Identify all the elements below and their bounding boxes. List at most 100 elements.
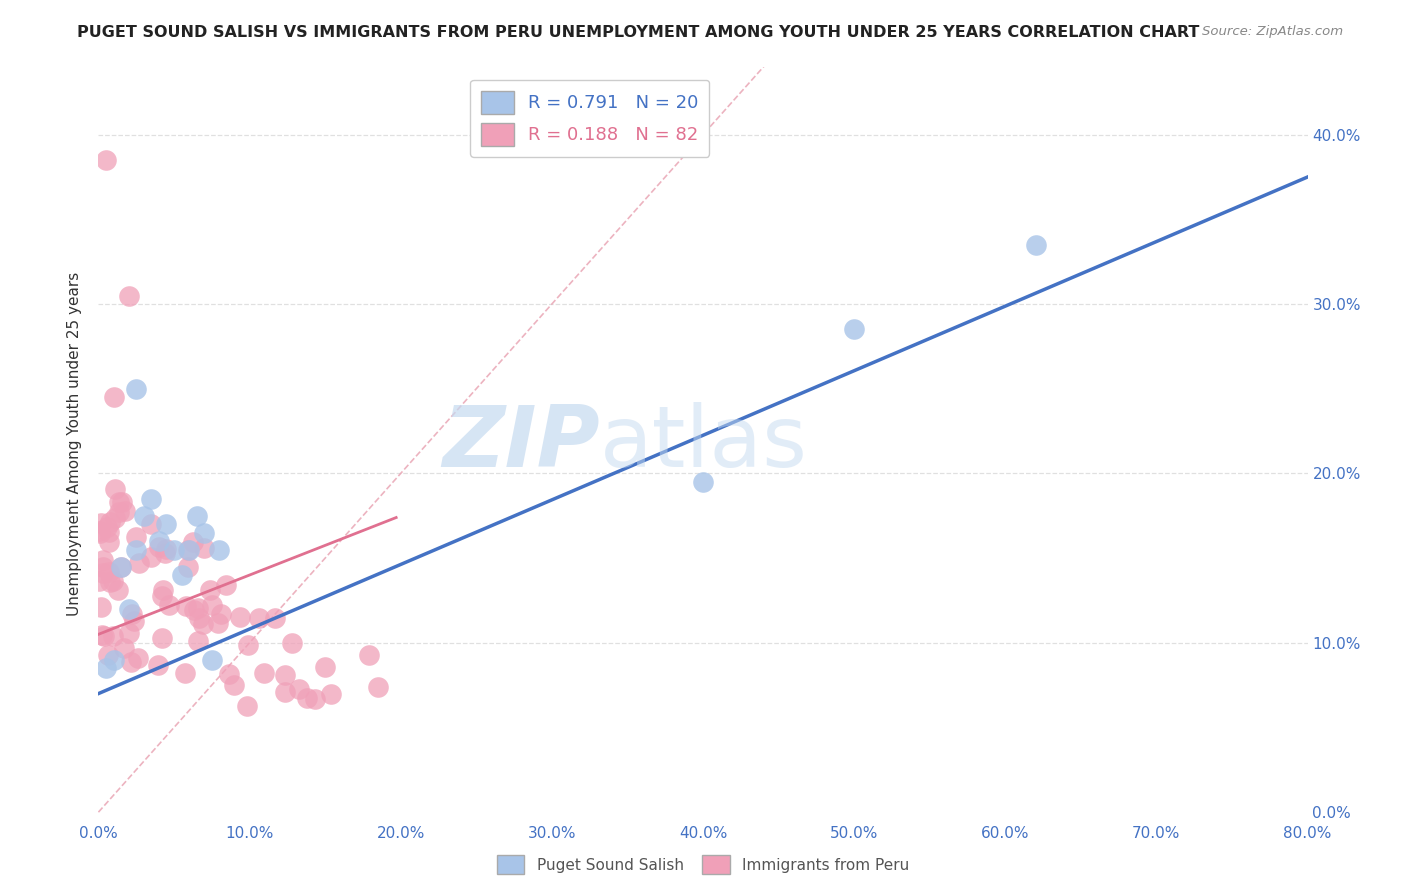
Point bbox=[118, 602, 141, 616]
Point bbox=[264, 611, 287, 625]
Point bbox=[125, 382, 148, 396]
Point bbox=[150, 631, 173, 645]
Point bbox=[90, 599, 112, 614]
Point bbox=[274, 668, 297, 682]
Point bbox=[91, 560, 114, 574]
Text: PUGET SOUND SALISH VS IMMIGRANTS FROM PERU UNEMPLOYMENT AMONG YOUTH UNDER 25 YEA: PUGET SOUND SALISH VS IMMIGRANTS FROM PE… bbox=[77, 25, 1199, 40]
Point bbox=[111, 495, 134, 509]
Point bbox=[91, 628, 114, 642]
Point bbox=[159, 599, 181, 613]
Point bbox=[288, 682, 311, 697]
Point bbox=[163, 542, 186, 557]
Point bbox=[170, 568, 193, 582]
Point bbox=[87, 524, 110, 539]
Text: ZIP: ZIP bbox=[443, 402, 600, 485]
Point bbox=[314, 659, 336, 673]
Point bbox=[224, 678, 246, 692]
Point bbox=[107, 495, 129, 509]
Point bbox=[101, 629, 124, 643]
Point bbox=[148, 541, 170, 555]
Point bbox=[125, 530, 148, 544]
Point bbox=[101, 574, 124, 588]
Point bbox=[125, 542, 148, 557]
Point bbox=[236, 638, 259, 652]
Point bbox=[155, 542, 177, 557]
Point bbox=[201, 598, 224, 612]
Point bbox=[191, 616, 214, 631]
Point bbox=[94, 153, 117, 167]
Point bbox=[98, 574, 121, 589]
Point bbox=[104, 511, 127, 525]
Point bbox=[179, 542, 201, 557]
Point bbox=[215, 577, 238, 591]
Point bbox=[91, 566, 114, 580]
Point bbox=[97, 648, 120, 662]
Point bbox=[295, 690, 318, 705]
Point bbox=[100, 515, 122, 529]
Point bbox=[110, 559, 132, 574]
Point bbox=[103, 653, 125, 667]
Point bbox=[1024, 237, 1046, 252]
Point bbox=[141, 491, 163, 506]
Point bbox=[148, 534, 170, 549]
Point bbox=[280, 636, 302, 650]
Point bbox=[87, 574, 110, 589]
Point bbox=[198, 583, 221, 598]
Point bbox=[132, 508, 155, 523]
Point bbox=[186, 508, 208, 523]
Point bbox=[146, 658, 169, 673]
Point bbox=[150, 589, 173, 603]
Point bbox=[98, 524, 121, 539]
Point bbox=[93, 553, 115, 567]
Point bbox=[93, 629, 115, 643]
Point bbox=[692, 475, 714, 489]
Point bbox=[229, 610, 252, 624]
Point bbox=[139, 516, 162, 531]
Point bbox=[207, 616, 229, 631]
Point bbox=[128, 556, 150, 570]
Point bbox=[97, 565, 120, 579]
Legend: Puget Sound Salish, Immigrants from Peru: Puget Sound Salish, Immigrants from Peru bbox=[491, 849, 915, 880]
Point bbox=[103, 390, 125, 404]
Point bbox=[127, 650, 149, 665]
Point bbox=[193, 525, 215, 540]
Point bbox=[183, 534, 205, 549]
Point bbox=[94, 661, 117, 675]
Point bbox=[253, 666, 276, 681]
Point bbox=[110, 560, 132, 574]
Point bbox=[209, 607, 232, 622]
Point bbox=[183, 603, 205, 617]
Point bbox=[114, 504, 136, 518]
Point bbox=[104, 482, 127, 496]
Point bbox=[90, 516, 112, 530]
Point bbox=[357, 648, 380, 662]
Point bbox=[98, 535, 121, 549]
Point bbox=[155, 517, 177, 532]
Text: Source: ZipAtlas.com: Source: ZipAtlas.com bbox=[1202, 25, 1343, 38]
Y-axis label: Unemployment Among Youth under 25 years: Unemployment Among Youth under 25 years bbox=[67, 272, 83, 615]
Point bbox=[201, 653, 224, 667]
Point bbox=[319, 688, 342, 702]
Point bbox=[153, 546, 176, 560]
Point bbox=[112, 640, 135, 655]
Point bbox=[247, 611, 270, 625]
Point bbox=[367, 680, 389, 694]
Point bbox=[108, 505, 131, 519]
Point bbox=[218, 667, 240, 681]
Point bbox=[188, 610, 211, 624]
Point bbox=[118, 288, 141, 302]
Point bbox=[139, 549, 162, 564]
Point bbox=[187, 601, 209, 615]
Point bbox=[187, 634, 209, 648]
Point bbox=[152, 582, 174, 597]
Point bbox=[118, 626, 141, 640]
Point bbox=[236, 698, 259, 713]
Text: atlas: atlas bbox=[600, 402, 808, 485]
Point bbox=[174, 666, 197, 681]
Point bbox=[96, 520, 118, 534]
Point bbox=[274, 685, 297, 699]
Point bbox=[89, 526, 111, 541]
Point bbox=[174, 599, 197, 614]
Point bbox=[122, 615, 145, 629]
Point bbox=[177, 560, 200, 574]
